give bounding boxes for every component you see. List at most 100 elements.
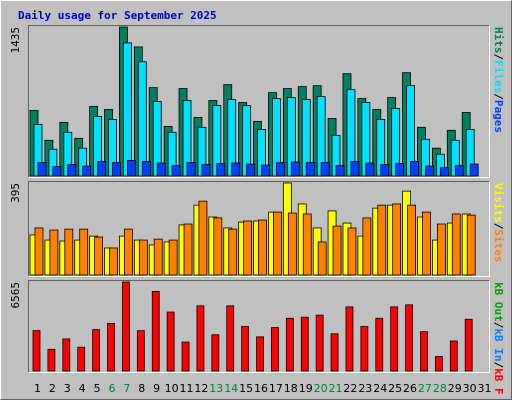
bar [434, 356, 443, 372]
y-tick-label: 1435 [9, 27, 22, 54]
x-tick-label: 31 [478, 382, 492, 395]
bar [138, 239, 148, 276]
bar [62, 338, 71, 372]
bar [375, 317, 384, 372]
x-tick-label: 24 [373, 382, 387, 395]
bar [198, 200, 208, 276]
legend: Visits/Sites [492, 183, 505, 263]
bar [290, 161, 300, 177]
bar [151, 290, 160, 372]
x-tick-label: 25 [388, 382, 402, 395]
bar [49, 229, 59, 276]
bevel [28, 25, 490, 178]
bar [183, 223, 193, 276]
bar [112, 162, 121, 177]
bar [241, 326, 250, 372]
bar [302, 213, 312, 276]
bar [226, 305, 235, 372]
bar [422, 211, 431, 276]
x-tick-label: 6 [108, 382, 115, 395]
bar [469, 163, 479, 177]
bevel [28, 25, 490, 178]
bar [201, 164, 211, 177]
bar [287, 212, 297, 276]
x-tick-label: 5 [94, 382, 101, 395]
legend: kB Out/kB In/kB F [492, 282, 505, 395]
bar [79, 228, 89, 276]
bar [454, 165, 464, 177]
x-tick-label: 10 [165, 382, 179, 395]
bar [166, 311, 175, 372]
bar [345, 306, 354, 372]
bar [320, 162, 330, 177]
x-tick-label: 15 [239, 382, 253, 395]
bar [32, 330, 41, 372]
bar [137, 61, 147, 177]
x-tick-label: 13 [209, 382, 223, 395]
x-tick-label: 4 [79, 382, 86, 395]
legend-separator: / [492, 362, 505, 369]
bar [136, 330, 145, 372]
x-tick-label: 1 [34, 382, 41, 395]
bar [124, 228, 133, 276]
x-tick-label: 12 [194, 382, 208, 395]
x-tick-label: 30 [463, 382, 477, 395]
bar [436, 223, 446, 276]
x-tick-label: 19 [299, 382, 313, 395]
x-tick-label: 9 [153, 382, 160, 395]
bar [256, 336, 264, 372]
x-tick-label: 17 [269, 382, 283, 395]
bar [420, 331, 428, 372]
x-tick-label: 23 [358, 382, 372, 395]
bar [231, 162, 241, 177]
bar [380, 164, 390, 177]
bar [123, 42, 132, 177]
bar [271, 327, 279, 372]
bar [305, 162, 315, 177]
bevel [28, 280, 490, 373]
legend-entry: Pages [492, 100, 505, 133]
bar [181, 341, 190, 372]
x-tick-label: 29 [448, 382, 462, 395]
legend-separator: / [492, 54, 505, 61]
bar [377, 204, 387, 276]
bar [276, 162, 285, 177]
bar [246, 163, 256, 177]
x-tick-label: 8 [138, 382, 145, 395]
legend-entry: kB F [492, 368, 505, 395]
bar [362, 217, 372, 276]
legend-entry: Hits [492, 27, 505, 54]
x-tick-label: 21 [329, 382, 343, 395]
x-tick-label: 28 [433, 382, 447, 395]
bar [449, 340, 458, 372]
bar [405, 304, 413, 372]
bar [335, 165, 345, 177]
bar [156, 162, 166, 177]
x-tick-label: 26 [403, 382, 417, 395]
bar [395, 163, 405, 177]
chart-title: Daily usage for September 2025 [18, 9, 217, 22]
bar [94, 236, 104, 276]
x-tick-label: 27 [418, 382, 432, 395]
bar [243, 220, 253, 276]
bar [186, 162, 196, 177]
x-tick-label: 14 [224, 382, 238, 395]
bar [153, 238, 163, 276]
bar [365, 162, 375, 177]
bar [168, 239, 178, 276]
y-tick-label: 6565 [9, 282, 22, 309]
bar [390, 306, 399, 372]
bar [196, 305, 205, 372]
bar [300, 316, 309, 372]
bar [67, 164, 77, 177]
bar [317, 241, 327, 276]
bar [332, 225, 342, 276]
bar [37, 162, 47, 177]
legend-entry: kB Out [492, 282, 505, 322]
bar [109, 247, 118, 276]
bevel [28, 181, 490, 277]
bar [392, 203, 402, 276]
